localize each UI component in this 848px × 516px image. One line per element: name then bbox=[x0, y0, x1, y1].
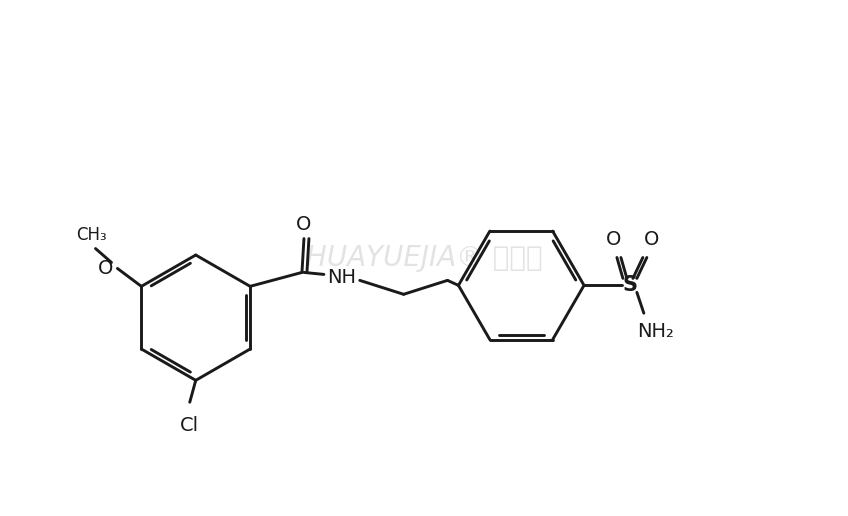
Text: NH: NH bbox=[327, 268, 356, 287]
Text: O: O bbox=[98, 259, 113, 278]
Text: HUAYUEJIA® 化学品: HUAYUEJIA® 化学品 bbox=[305, 244, 543, 272]
Text: O: O bbox=[296, 215, 312, 234]
Text: NH₂: NH₂ bbox=[638, 321, 674, 341]
Text: S: S bbox=[622, 276, 638, 295]
Text: O: O bbox=[644, 230, 660, 249]
Text: O: O bbox=[606, 230, 622, 249]
Text: CH₃: CH₃ bbox=[76, 225, 107, 244]
Text: Cl: Cl bbox=[181, 416, 199, 435]
